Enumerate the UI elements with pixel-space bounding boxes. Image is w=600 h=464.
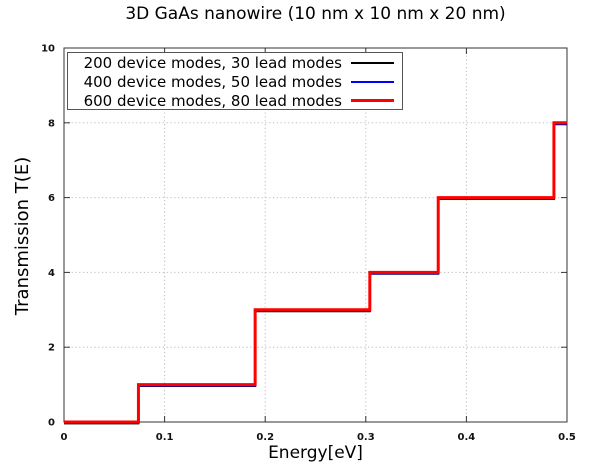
legend-item: 400 device modes, 50 lead modes — [68, 72, 402, 91]
chart-title: 3D GaAs nanowire (10 nm x 10 nm x 20 nm) — [125, 4, 506, 24]
legend-item: 600 device modes, 80 lead modes — [68, 91, 402, 110]
y-tick-label: 8 — [48, 118, 55, 129]
y-tick-label: 6 — [48, 193, 55, 204]
legend-item-label: 200 device modes, 30 lead modes — [83, 53, 342, 72]
y-axis-label: Transmission T(E) — [12, 157, 33, 316]
x-tick-label: 0.2 — [256, 432, 274, 443]
plot-border — [63, 47, 568, 423]
y-tick-label: 4 — [48, 268, 55, 279]
y-tick-label: 10 — [41, 44, 55, 55]
series-line-2 — [64, 122, 567, 424]
legend-line-sample — [351, 61, 394, 64]
y-tick-label: 0 — [48, 418, 55, 429]
x-tick-label: 0.3 — [357, 432, 375, 443]
legend-item-label: 400 device modes, 50 lead modes — [83, 72, 342, 91]
x-tick-label: 0.5 — [558, 432, 576, 443]
series-line-3 — [64, 121, 567, 424]
y-tick-label: 2 — [48, 343, 55, 354]
x-axis-label: Energy[eV] — [268, 443, 363, 463]
x-tick-label: 0 — [61, 432, 68, 443]
x-tick-label: 0.4 — [458, 432, 476, 443]
legend-item: 200 device modes, 30 lead modes — [68, 53, 402, 72]
x-tick-label: 0.1 — [156, 432, 174, 443]
legend-line-sample — [351, 99, 394, 102]
legend-line-sample — [351, 80, 394, 83]
legend: 200 device modes, 30 lead modes 400 devic… — [67, 52, 403, 110]
series-line-1 — [64, 123, 567, 425]
legend-item-label: 600 device modes, 80 lead modes — [83, 91, 342, 110]
